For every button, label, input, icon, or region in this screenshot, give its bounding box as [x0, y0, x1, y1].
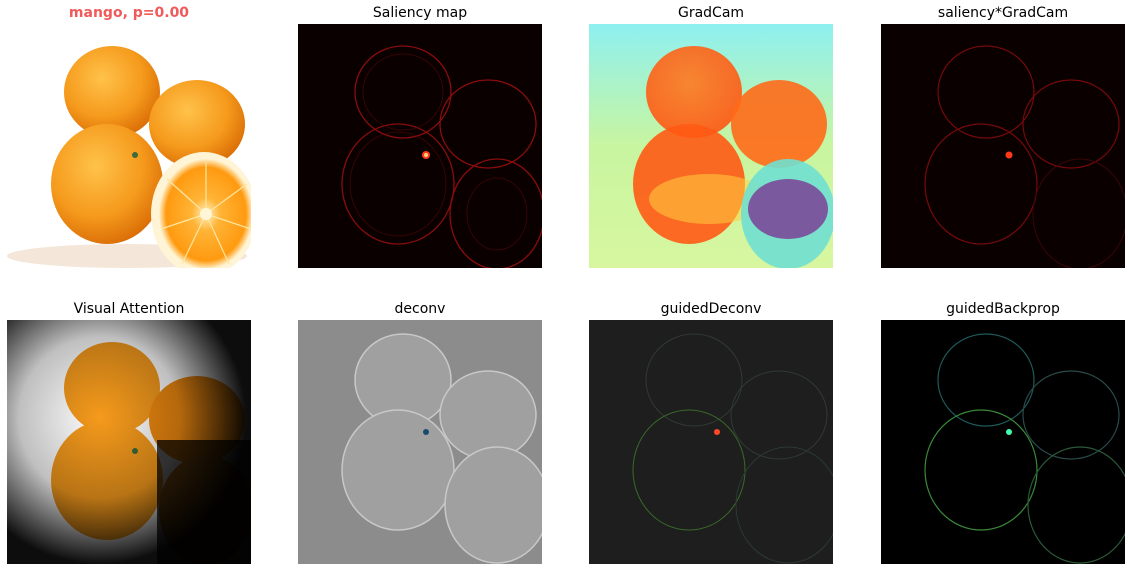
panel-title: Visual Attention [73, 301, 185, 317]
panel-title: guidedDeconv [660, 301, 762, 317]
panel-title: GradCam [677, 5, 745, 21]
panel-title: deconv [394, 301, 446, 317]
prediction-title: mango, p=0.00 [68, 5, 190, 21]
panel-title: guidedBackprop [946, 301, 1060, 317]
panel-title: saliency*GradCam [937, 5, 1069, 21]
guided-deconv-image [589, 320, 833, 564]
visual-attention-image [7, 320, 251, 564]
gradcam-image [589, 24, 833, 268]
panel-title: Saliency map [372, 5, 468, 21]
original-image [7, 24, 251, 268]
guided-backprop-image [881, 320, 1125, 564]
saliency-gradcam-image [881, 24, 1125, 268]
deconv-image [298, 320, 542, 564]
saliency-map-image [298, 24, 542, 268]
